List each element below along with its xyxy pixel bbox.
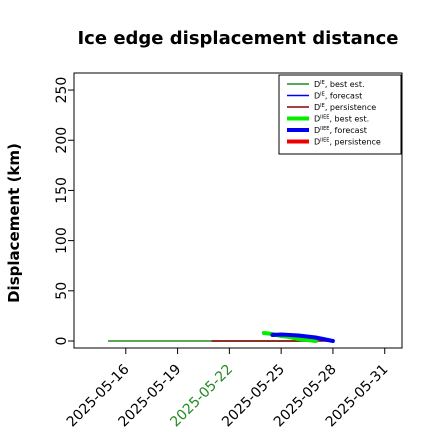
legend-entry: DIE, persistence [314,103,376,112]
y-tick-label: 150 [54,177,70,204]
y-tick-label: 250 [54,77,70,104]
y-tick-label: 0 [54,337,70,346]
y-axis: 0 50 100 150 200 250 [54,77,74,346]
plot-frame [73,72,403,349]
y-tick-label: 200 [54,127,70,154]
series-layer [107,331,335,343]
legend-entry: DIIEE, best est. [314,115,369,124]
x-axis: 2025-05-162025-05-192025-05-222025-05-25… [64,348,392,430]
legend-entry: DIIEE, forecast [314,126,367,135]
legend: DIE, best est. DIE, forecast DIE, persiste… [278,74,402,155]
y-axis-label: Displacement (km) [5,143,23,303]
chart-title: Ice edge displacement distance [77,28,398,49]
y-tick-label: 100 [54,227,70,254]
legend-entry: DIE, best est. [314,80,365,89]
series-line-3 [270,332,335,343]
legend-entry: DIE, forecast [314,92,362,101]
legend-entry: DIIEE, persistence [314,138,381,147]
y-tick-label: 50 [54,282,70,300]
